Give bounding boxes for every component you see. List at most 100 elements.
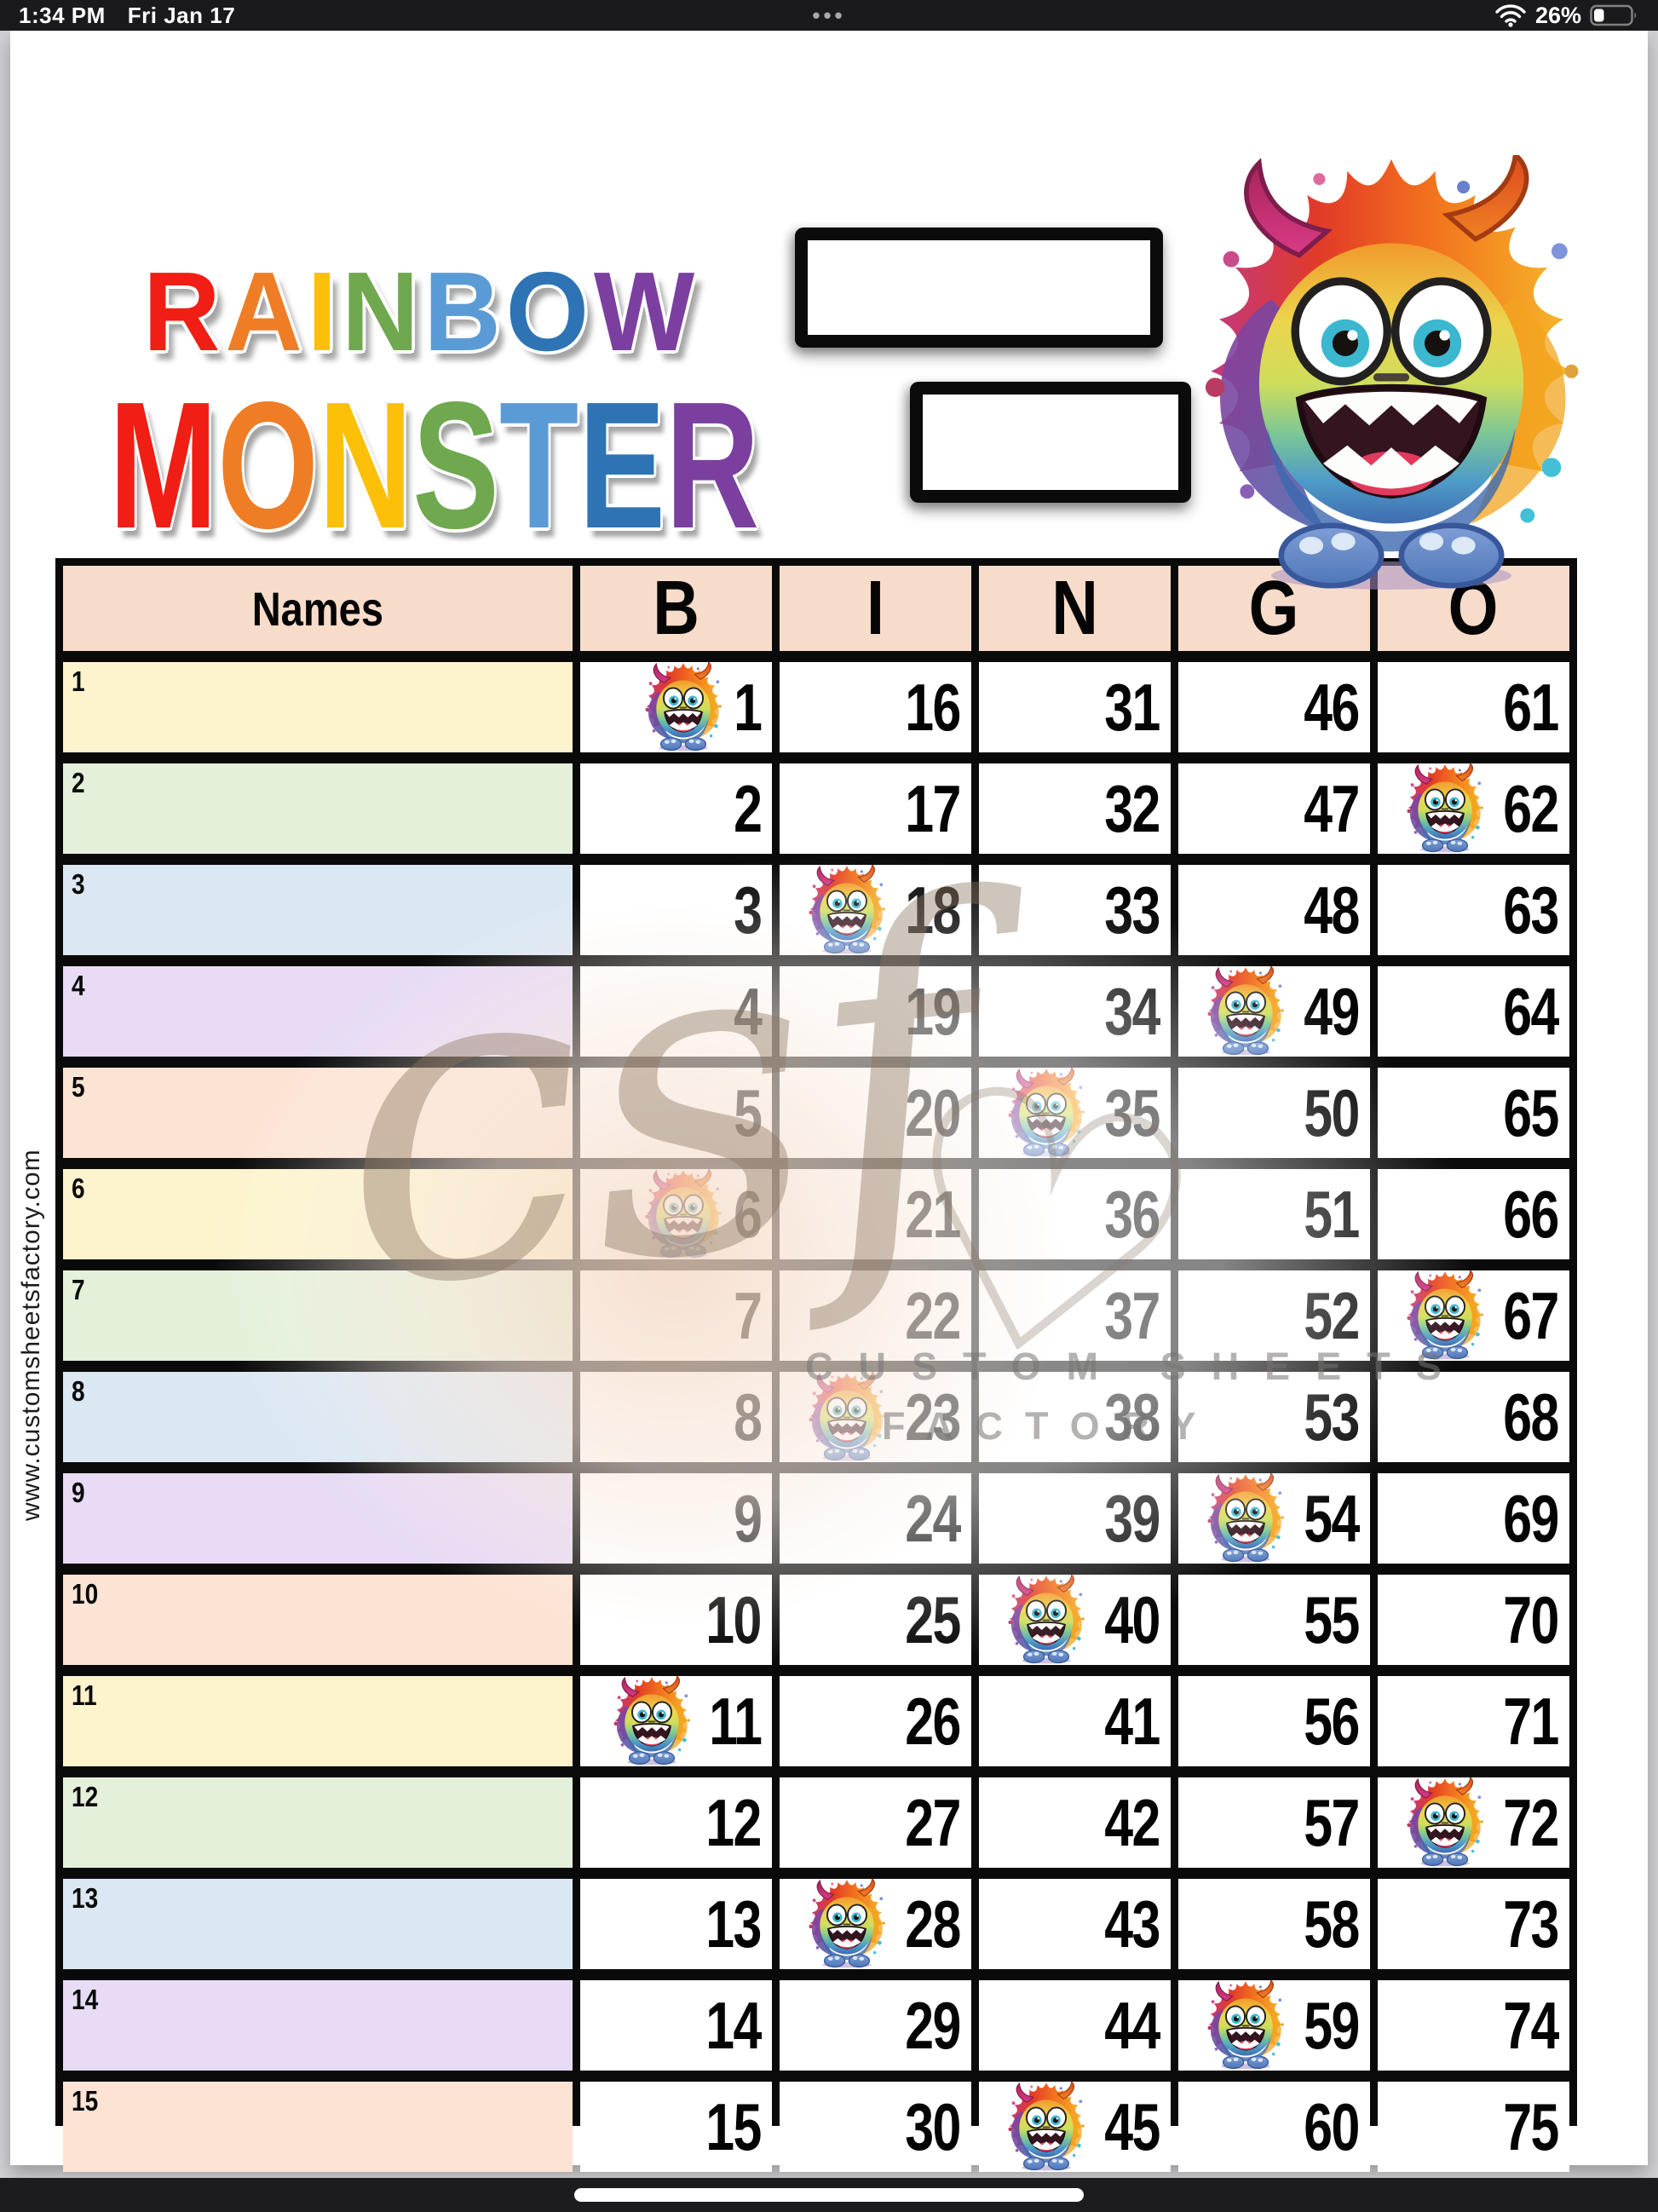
number-cell[interactable]: 12: [580, 1777, 772, 1868]
number-cell[interactable]: 69: [1378, 1473, 1569, 1564]
number-cell[interactable]: 70: [1378, 1575, 1569, 1665]
number-cell[interactable]: 46: [1178, 662, 1370, 752]
number-cell[interactable]: 25: [780, 1575, 971, 1665]
number-cell[interactable]: 32: [979, 763, 1171, 854]
number-cell[interactable]: 28: [780, 1879, 971, 1969]
name-cell[interactable]: 14: [63, 1980, 573, 2071]
number-cell[interactable]: 62: [1378, 763, 1569, 854]
number-cell[interactable]: 68: [1378, 1372, 1569, 1462]
number-cell[interactable]: 67: [1378, 1270, 1569, 1361]
column-header-n: N: [979, 566, 1171, 651]
number-cell[interactable]: 21: [780, 1169, 971, 1259]
number-cell[interactable]: 14: [580, 1980, 772, 2071]
number-cell[interactable]: 33: [979, 865, 1171, 955]
number-cell[interactable]: 53: [1178, 1372, 1370, 1462]
number-cell[interactable]: 57: [1178, 1777, 1370, 1868]
header-box-1[interactable]: [795, 228, 1163, 348]
name-cell[interactable]: 5: [63, 1068, 573, 1158]
number-cell[interactable]: 48: [1178, 865, 1370, 955]
number-cell[interactable]: 66: [1378, 1169, 1569, 1259]
number-cell[interactable]: 38: [979, 1372, 1171, 1462]
number-cell[interactable]: 61: [1378, 662, 1569, 752]
name-cell[interactable]: 9: [63, 1473, 573, 1564]
name-cell[interactable]: 7: [63, 1270, 573, 1361]
number-cell[interactable]: 23: [780, 1372, 971, 1462]
number-cell[interactable]: 43: [979, 1879, 1171, 1969]
number-cell[interactable]: 15: [580, 2082, 772, 2172]
number-cell[interactable]: 64: [1378, 966, 1569, 1057]
number-cell[interactable]: 45: [979, 2082, 1171, 2172]
name-cell[interactable]: 1: [63, 662, 573, 752]
number-cell[interactable]: 1: [580, 662, 772, 752]
row-number: 5: [72, 1071, 85, 1103]
name-cell[interactable]: 12: [63, 1777, 573, 1868]
number-cell[interactable]: 63: [1378, 865, 1569, 955]
number-cell[interactable]: 31: [979, 662, 1171, 752]
number-cell[interactable]: 74: [1378, 1980, 1569, 2071]
number-cell[interactable]: 35: [979, 1068, 1171, 1158]
name-cell[interactable]: 13: [63, 1879, 573, 1969]
number-cell[interactable]: 29: [780, 1980, 971, 2071]
name-cell[interactable]: 8: [63, 1372, 573, 1462]
status-menu-dots[interactable]: •••: [812, 2, 846, 28]
number-cell[interactable]: 16: [780, 662, 971, 752]
home-indicator[interactable]: [574, 2188, 1084, 2202]
number-cell[interactable]: 18: [780, 865, 971, 955]
number-cell[interactable]: 24: [780, 1473, 971, 1564]
header-box-2[interactable]: [910, 382, 1191, 503]
number-cell[interactable]: 37: [979, 1270, 1171, 1361]
number-cell[interactable]: 56: [1178, 1676, 1370, 1766]
name-cell[interactable]: 3: [63, 865, 573, 955]
number-cell[interactable]: 27: [780, 1777, 971, 1868]
number-cell[interactable]: 60: [1178, 2082, 1370, 2172]
number-cell[interactable]: 10: [580, 1575, 772, 1665]
number-cell[interactable]: 22: [780, 1270, 971, 1361]
cell-value: 59: [1304, 1988, 1360, 2063]
number-cell[interactable]: 42: [979, 1777, 1171, 1868]
number-cell[interactable]: 3: [580, 865, 772, 955]
number-cell[interactable]: 40: [979, 1575, 1171, 1665]
number-cell[interactable]: 30: [780, 2082, 971, 2172]
cell-value: 26: [905, 1684, 961, 1759]
number-cell[interactable]: 7: [580, 1270, 772, 1361]
number-cell[interactable]: 51: [1178, 1169, 1370, 1259]
number-cell[interactable]: 71: [1378, 1676, 1569, 1766]
number-cell[interactable]: 65: [1378, 1068, 1569, 1158]
number-cell[interactable]: 55: [1178, 1575, 1370, 1665]
name-cell[interactable]: 2: [63, 763, 573, 854]
number-cell[interactable]: 11: [580, 1676, 772, 1766]
number-cell[interactable]: 54: [1178, 1473, 1370, 1564]
name-cell[interactable]: 6: [63, 1169, 573, 1259]
name-cell[interactable]: 4: [63, 966, 573, 1057]
number-cell[interactable]: 9: [580, 1473, 772, 1564]
number-cell[interactable]: 58: [1178, 1879, 1370, 1969]
number-cell[interactable]: 26: [780, 1676, 971, 1766]
number-cell[interactable]: 52: [1178, 1270, 1370, 1361]
number-cell[interactable]: 59: [1178, 1980, 1370, 2071]
number-cell[interactable]: 36: [979, 1169, 1171, 1259]
number-cell[interactable]: 2: [580, 763, 772, 854]
number-cell[interactable]: 75: [1378, 2082, 1569, 2172]
number-cell[interactable]: 49: [1178, 966, 1370, 1057]
number-cell[interactable]: 39: [979, 1473, 1171, 1564]
number-cell[interactable]: 19: [780, 966, 971, 1057]
number-cell[interactable]: 50: [1178, 1068, 1370, 1158]
number-cell[interactable]: 44: [979, 1980, 1171, 2071]
name-cell[interactable]: 11: [63, 1676, 573, 1766]
name-cell[interactable]: 10: [63, 1575, 573, 1665]
number-cell[interactable]: 17: [780, 763, 971, 854]
number-cell[interactable]: 13: [580, 1879, 772, 1969]
number-cell[interactable]: 8: [580, 1372, 772, 1462]
number-cell[interactable]: 6: [580, 1169, 772, 1259]
number-cell[interactable]: 4: [580, 966, 772, 1057]
number-cell[interactable]: 5: [580, 1068, 772, 1158]
cell-value: 32: [1104, 771, 1160, 846]
number-cell[interactable]: 72: [1378, 1777, 1569, 1868]
cell-value: 35: [1104, 1075, 1160, 1150]
name-cell[interactable]: 15: [63, 2082, 573, 2172]
number-cell[interactable]: 47: [1178, 763, 1370, 854]
number-cell[interactable]: 34: [979, 966, 1171, 1057]
number-cell[interactable]: 73: [1378, 1879, 1569, 1969]
number-cell[interactable]: 41: [979, 1676, 1171, 1766]
number-cell[interactable]: 20: [780, 1068, 971, 1158]
